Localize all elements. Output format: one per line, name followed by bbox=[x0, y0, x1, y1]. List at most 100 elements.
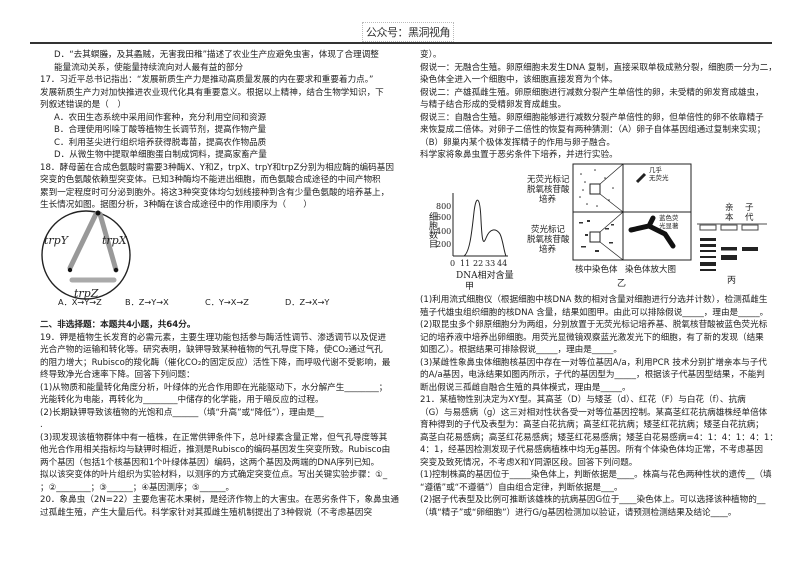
right-column-bottom: (1)利用流式细胞仪（根据细胞中核DNA 数的相对含量对细胞进行分选并计数），检… bbox=[420, 294, 778, 519]
figure-yi: 无荧光标记 脱氧核苷酸 培养 荧光标记 脱氧核苷酸 培养 几乎 无荧光 蓝色荧 … bbox=[527, 163, 692, 289]
svg-text:200: 200 bbox=[436, 240, 451, 249]
svg-text:蓝色荧: 蓝色荧 bbox=[659, 213, 679, 222]
text-line: (3)某雌性象鼻虫体细胞核基因中存在一对等位基因A/a，利用PCR 技术分别扩增… bbox=[420, 357, 767, 368]
svg-text:核中染色体: 核中染色体 bbox=[575, 264, 618, 275]
text-line: 终导致净光合速率下降。回答下列问题： bbox=[40, 370, 195, 380]
svg-text:22: 22 bbox=[473, 259, 483, 268]
svg-text:光显著: 光显著 bbox=[659, 221, 679, 230]
parent-band-1 bbox=[721, 247, 737, 251]
chromosome-faint bbox=[635, 172, 647, 184]
svg-text:几乎: 几乎 bbox=[649, 165, 663, 174]
text-line: D．“去其螟螣，及其蟊贼，无害我田稚”描述了农业生产应避免虫害，体现了合理调整 bbox=[54, 50, 379, 60]
text-line: 如图乙）。根据结果可排除假说_____，理由是_____。 bbox=[420, 345, 622, 355]
text-line: 假说三：自融合生殖。卵原细胞能够进行减数分裂产单倍性的卵，但单倍性的卵不依靠精子 bbox=[420, 112, 764, 123]
svg-text:培养: 培养 bbox=[539, 244, 557, 255]
svg-text:脱氧核苷酸: 脱氧核苷酸 bbox=[527, 234, 570, 245]
svg-text:乙: 乙 bbox=[617, 278, 626, 289]
text-line: 突变的色氨酸依赖型突变体。已知3种酶均不能进出细胞，而色氨酸合成途径的中间产物积 bbox=[40, 175, 381, 185]
label-trpZ: trpZ bbox=[74, 287, 99, 300]
text-line: 能量流动关系，使能量持续流向对人最有益的部分 bbox=[54, 62, 244, 73]
option-b[interactable]: B．Z→Y→X bbox=[125, 297, 169, 307]
text-line: (2)长期缺钾导致该植物的光饱和点______（填“升高”或“降低”），理由是_… bbox=[40, 407, 324, 418]
label-trpX: trpX bbox=[102, 234, 128, 247]
parent-band-2 bbox=[721, 255, 737, 260]
text-line: （填“精子”或“卵细胞”）进行G/g基因检测加以验证，请预测检测结果及结论___… bbox=[420, 507, 737, 518]
text-line: 光能转化为电能，再转化为________中储存的化学能，用于暗反应的过程。 bbox=[40, 395, 324, 405]
text-line: 假说二：产雄孤雌生殖。卵原细胞进行减数分裂产生单倍性的卵，未受精的卵发育成雄虫， bbox=[420, 87, 764, 98]
text-line: 列叙述错误的是（ ） bbox=[40, 100, 126, 110]
text-line: (1)从物质和能量转化角度分析，叶绿体的光合作用即在光能驱动下，水分解产生___… bbox=[40, 382, 388, 393]
text-line: （B）卵巢内某个极体发挥精子的作用与卵子融合。 bbox=[420, 137, 615, 148]
text-line: 高茎白花易感病；高茎红花易感病；矮茎红花易感病；矮茎白花易感病=4：1：4：1：… bbox=[420, 432, 778, 443]
left-column-bottom: 二、非选择题：本题共4小题，共64分。 19．钾是植物生长发育的必需元素，主要生理… bbox=[40, 319, 399, 519]
text-line: D．从微生物中提取单细胞蛋白制成饲料，提高家畜产量 bbox=[54, 150, 267, 160]
text-line: 21．某植物性别决定为XY型。其高茎（D）与矮茎（d）、红花（F）与白花（f）、… bbox=[420, 395, 746, 405]
text-line: (1)控制株高的基因位于_____染色体上，判断依据是____。株高与花色两种性… bbox=[420, 470, 772, 480]
svg-text:丙: 丙 bbox=[727, 275, 736, 285]
text-line: . bbox=[40, 420, 43, 430]
text-line: （G）与易感病（g）这三对相对性状各受一对等位基因控制。某高茎红花抗病雄株经单倍… bbox=[420, 407, 768, 418]
text-line: 19．钾是植物生长发育的必需元素，主要生理功能包括参与酶活性调节、渗透调节以及促… bbox=[40, 332, 387, 343]
svg-text:无荧光标记: 无荧光标记 bbox=[527, 174, 570, 185]
text-line: 变）。 bbox=[420, 50, 442, 60]
text-line: 累到一定程度时可分泌到胞外。将这3种突变体均匀划线接种到含有少量色氨酸的培养基上… bbox=[40, 187, 390, 198]
svg-text:600: 600 bbox=[436, 213, 451, 222]
watermark: 公众号：黑洞视角 bbox=[362, 22, 454, 42]
text-line: 来恢复成二倍体。对卵子二倍性的恢复有两种猜测：（A）卵子自体基因组通过复制来实现… bbox=[420, 125, 766, 135]
svg-text:亲: 亲 bbox=[725, 202, 734, 213]
text-line: 突变及致死情况，不考虑X和Y同源区段。回答下列问题。 bbox=[420, 457, 638, 468]
text-line: C．利用茎尖进行组织培养获得脱毒苗，提高农作物品质 bbox=[54, 137, 267, 148]
text-line: 假说一：无融合生殖。卵原细胞未发生DNA 复制，直接采取单极成熟分裂，细胞质一分… bbox=[420, 62, 777, 73]
text-line: 过孤雌生殖，产生大量后代。科学家针对其孤雌生殖机制提出了3种假说（不考虑基因突 bbox=[40, 507, 373, 518]
svg-text:染色体放大图: 染色体放大图 bbox=[625, 264, 676, 275]
svg-text:脱氧核苷酸: 脱氧核苷酸 bbox=[527, 184, 570, 195]
text-line: 与精子结合形成的受精卵发育成雌虫。 bbox=[420, 100, 567, 110]
svg-text:400: 400 bbox=[436, 227, 451, 236]
header-rule bbox=[30, 42, 772, 44]
text-line: (1)利用流式细胞仪（根据细胞中核DNA 数的相对含量对细胞进行分选并计数），检… bbox=[420, 295, 768, 305]
streak-trpY bbox=[67, 211, 99, 271]
text-line: (2)据子代表型及比例可推断该雄株的抗病基因G位于____染色体上。可以选择该种… bbox=[420, 495, 766, 505]
text-line: 染色体全进入一个细胞中，该细胞直接发育为个体。 bbox=[420, 75, 618, 85]
text-line: “遵循”或“不遵循”）自由组合定律，判断依据是___。 bbox=[420, 482, 623, 493]
svg-text:无荧光: 无荧光 bbox=[649, 173, 669, 182]
text-line: 殖子代雄虫组织细胞的核DNA 含量，结果如图甲。由此可以排除假说_____，理由… bbox=[420, 307, 769, 318]
text-line: (3)现发现该植物群体中有一植株，在正常供钾条件下，总叶绿素含量正常，但气孔导度… bbox=[40, 432, 388, 443]
svg-text:荧光标记: 荧光标记 bbox=[531, 224, 566, 235]
option-a[interactable]: A．X→Y→Z bbox=[58, 297, 102, 307]
text-line: B．合理使用吲哚丁酸等植物生长调节剂，提高作物产量 bbox=[54, 125, 267, 135]
text-line: 拟以该突变体的叶片组织为实验材料，以测序的方式确定突变位点。写出关键实验步骤：①… bbox=[40, 470, 388, 480]
petri-dish bbox=[41, 210, 131, 300]
svg-text:甲: 甲 bbox=[465, 281, 474, 290]
text-line: 光合产物的运输和转化等。研究表明，缺钾导致某种植物的气孔导度下降，使CO₂通过气… bbox=[40, 345, 383, 355]
text-line: 科学家将象鼻虫置于恶劣条件下培养，并进行实验。 bbox=[420, 150, 618, 160]
text-line: 发展新质生产力对加快推进农业现代化具有重要意义。根据以上精神，结合生物学知识，下 bbox=[40, 87, 384, 98]
option-d[interactable]: D．Z→X→Y bbox=[285, 297, 330, 307]
text-line: 4：1，经基因检测发现子代易感病植株中均无g基因。所有个体染色体均正常，不考虑基… bbox=[420, 445, 763, 455]
text-line: (2)取昆虫多个卵原细胞分为两组，分别放置于无荧光标记培养基、脱氧核苷酸被蓝色荧… bbox=[420, 320, 768, 330]
text-line: A．农田生态系统中采用间作套种，充分利用空间和资源 bbox=[54, 112, 267, 123]
svg-text:DNA相对含量: DNA相对含量 bbox=[456, 269, 514, 281]
text-line: 的A/a基因，电泳结果如图丙所示，子代的基因型为_____，根据该子代基因型结果… bbox=[420, 370, 765, 380]
svg-text:11: 11 bbox=[460, 259, 470, 268]
right-column-top: 变）。假说一：无融合生殖。卵原细胞未发生DNA 复制，直接采取单极成熟分裂，细胞… bbox=[420, 49, 777, 162]
figure-bing: 亲 本 子 代 丙 bbox=[697, 202, 767, 285]
svg-text:培养: 培养 bbox=[539, 194, 557, 205]
petri-dish-figure: trpY trpX trpZ bbox=[41, 210, 131, 300]
text-line: 20．象鼻虫（2N=22）主要危害花木果树，是经济作物上的大害虫。在恶劣条件下，… bbox=[40, 495, 399, 505]
text-line: 的阻力增大；Rubisco的羧化酶（催化CO₂的固定反应）活性下降，而呼吸代谢不… bbox=[40, 357, 391, 368]
svg-text:0: 0 bbox=[450, 259, 455, 268]
text-line: 生长情况如图。据图分析，3种酶在该合成途径中的作用顺序为（ ） bbox=[40, 200, 312, 210]
svg-text:800: 800 bbox=[436, 202, 451, 211]
option-c[interactable]: C．Y→X→Z bbox=[205, 297, 249, 307]
text-line: 二、非选择题：本题共4小题，共64分。 bbox=[40, 320, 196, 330]
text-line: 两个基因（包括1个核基因和1个叶绿体基因）编码，这两个基因及两端的DNA序列已知… bbox=[40, 457, 380, 468]
chromosome-fluorescent bbox=[628, 215, 676, 249]
child-band bbox=[742, 247, 758, 251]
ylabel: 细胞数目 bbox=[427, 211, 438, 248]
text-line: 断出假说三孤雌自融合生殖的具体模式，理由是_____。 bbox=[420, 382, 631, 393]
streak-trpX bbox=[97, 211, 119, 273]
text-line: 18．酵母菌在合成色氨酸时需要3种酶X、Y和Z，trpX、trpY和trpZ分别… bbox=[40, 162, 394, 173]
svg-text:代: 代 bbox=[745, 212, 754, 223]
dna-content-curve bbox=[463, 199, 507, 257]
